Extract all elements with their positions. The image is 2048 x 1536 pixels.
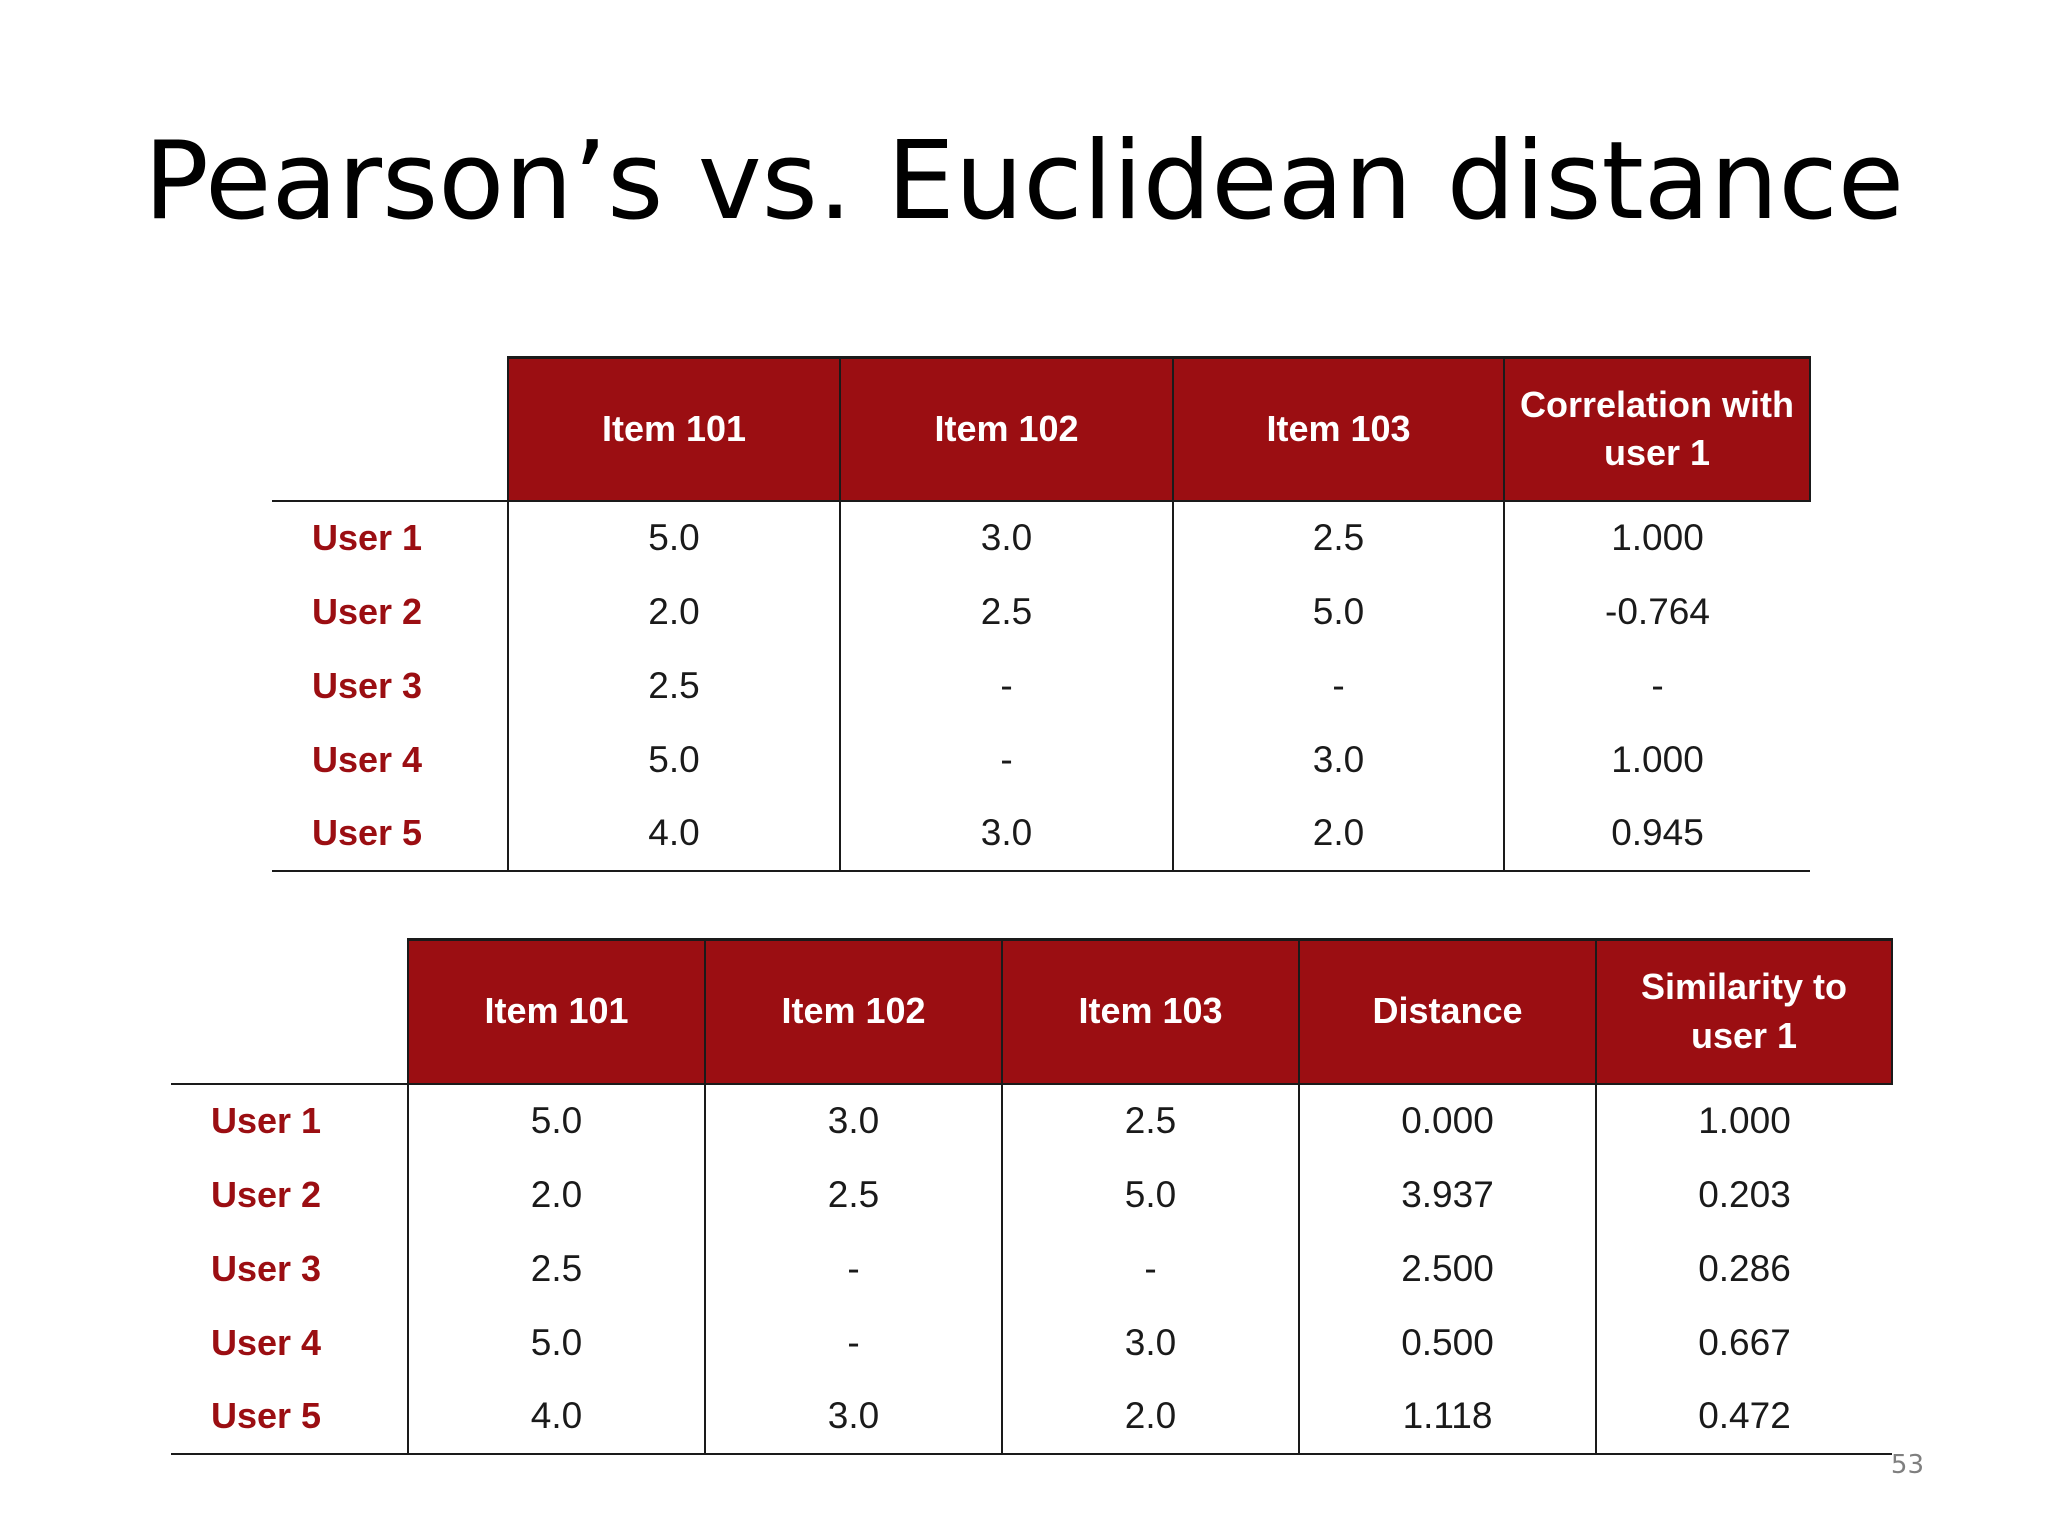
table-row: User 2 2.0 2.5 5.0 3.937 0.203 (171, 1157, 1892, 1232)
table-cell: 1.000 (1595, 1082, 1892, 1158)
column-header: Distance (1298, 938, 1597, 1084)
table-cell: 0.500 (1298, 1305, 1597, 1380)
table-cell: 2.5 (1172, 499, 1505, 575)
table-cell: 2.5 (704, 1157, 1003, 1232)
column-header: Item 101 (507, 356, 841, 501)
row-label: User 5 (171, 1379, 408, 1455)
table-cell: 3.0 (1172, 722, 1505, 797)
page-number: 53 (1890, 1450, 1924, 1480)
table-row: User 2 2.0 2.5 5.0 -0.764 (272, 574, 1810, 649)
table-cell: 0.667 (1595, 1305, 1892, 1380)
column-header: Item 103 (1001, 938, 1300, 1084)
table-row: User 4 5.0-3.0 1.000 (272, 722, 1810, 797)
table-row: User 1 5.0 3.0 2.5 0.000 1.000 (171, 1082, 1892, 1158)
column-header: Item 101 (407, 938, 706, 1084)
table-cell: 4.0 (407, 1379, 706, 1455)
table-cell: 3.0 (1001, 1305, 1300, 1380)
corner-cell (272, 358, 508, 501)
row-label: User 3 (312, 664, 423, 706)
header-row: Item 101 Item 102 Item 103 Distance Similari… (171, 938, 1893, 1084)
table-row: User 3 2.5- - - (272, 648, 1810, 723)
table-cell: 2.500 (1298, 1231, 1597, 1306)
table-cell: -0.764 (1503, 574, 1810, 649)
header-row: Item 101 Item 102 Item 103 Correlation with… (272, 356, 1811, 501)
row-label: User 4 (211, 1321, 322, 1363)
column-header: Similarity to user 1 (1595, 938, 1893, 1084)
row-label: User 2 (211, 1173, 322, 1215)
table-row: User 3 2.5- -2.500 0.286 (171, 1231, 1892, 1306)
table-cell: - (1503, 648, 1810, 723)
column-header: Item 103 (1172, 356, 1505, 501)
row-label: User 3 (211, 1247, 322, 1289)
row-label: User 5 (272, 796, 508, 872)
table-cell: 4.0 (507, 796, 841, 872)
column-header: Item 102 (704, 938, 1003, 1084)
table-cell: 2.5 (839, 574, 1174, 649)
table-cell: 0.286 (1595, 1231, 1892, 1306)
table-cell: - (839, 722, 1174, 797)
table-cell: 5.0 (507, 722, 841, 797)
table-row: User 5 4.0 3.0 2.0 0.945 (272, 796, 1810, 872)
table-cell: 2.5 (507, 648, 841, 723)
table-cell: 5.0 (1001, 1157, 1300, 1232)
table-row: User 1 5.0 3.0 2.5 1.000 (272, 499, 1810, 575)
table-cell: - (704, 1231, 1003, 1306)
table-cell: 2.5 (1001, 1082, 1300, 1158)
column-header: Item 102 (839, 356, 1174, 501)
table-cell: - (1172, 648, 1505, 723)
row-label: User 4 (312, 738, 423, 780)
table-cell: 5.0 (1172, 574, 1505, 649)
table-cell: 2.0 (1172, 796, 1505, 872)
table-cell: 1.118 (1298, 1379, 1597, 1455)
column-header: Correlation with user 1 (1503, 356, 1811, 501)
slide-title: Pearson’s vs. Euclidean distance (143, 119, 1905, 244)
table-cell: 5.0 (507, 499, 841, 575)
table-cell: 1.000 (1503, 499, 1810, 575)
table-cell: 0.000 (1298, 1082, 1597, 1158)
table-cell: 2.5 (407, 1231, 706, 1306)
table-cell: 0.203 (1595, 1157, 1892, 1232)
table-cell: - (839, 648, 1174, 723)
corner-cell (171, 940, 408, 1084)
table-cell: - (704, 1305, 1003, 1380)
table-cell: 1.000 (1503, 722, 1810, 797)
table-cell: 3.0 (839, 796, 1174, 872)
table-cell: 2.0 (1001, 1379, 1300, 1455)
table-cell: 2.0 (407, 1157, 706, 1232)
table-cell: 0.945 (1503, 796, 1810, 872)
row-label: User 1 (272, 499, 508, 575)
table-cell: 3.0 (704, 1082, 1003, 1158)
pearson-correlation-table: Item 101 Item 102 Item 103 Correlation with… (272, 356, 1811, 872)
table-cell: - (1001, 1231, 1300, 1306)
table-cell: 3.0 (839, 499, 1174, 575)
row-label: User 2 (312, 590, 423, 632)
table-cell: 5.0 (407, 1305, 706, 1380)
table-row: User 4 5.0-3.0 0.500 0.667 (171, 1305, 1892, 1380)
table-cell: 0.472 (1595, 1379, 1892, 1455)
table-cell: 2.0 (507, 574, 841, 649)
table-cell: 3.937 (1298, 1157, 1597, 1232)
row-label: User 1 (171, 1082, 408, 1158)
euclidean-distance-table: Item 101 Item 102 Item 103 Distance Similari… (171, 938, 1893, 1455)
table-row: User 5 4.0 3.0 2.0 1.118 0.472 (171, 1379, 1892, 1455)
table-cell: 3.0 (704, 1379, 1003, 1455)
table-cell: 5.0 (407, 1082, 706, 1158)
